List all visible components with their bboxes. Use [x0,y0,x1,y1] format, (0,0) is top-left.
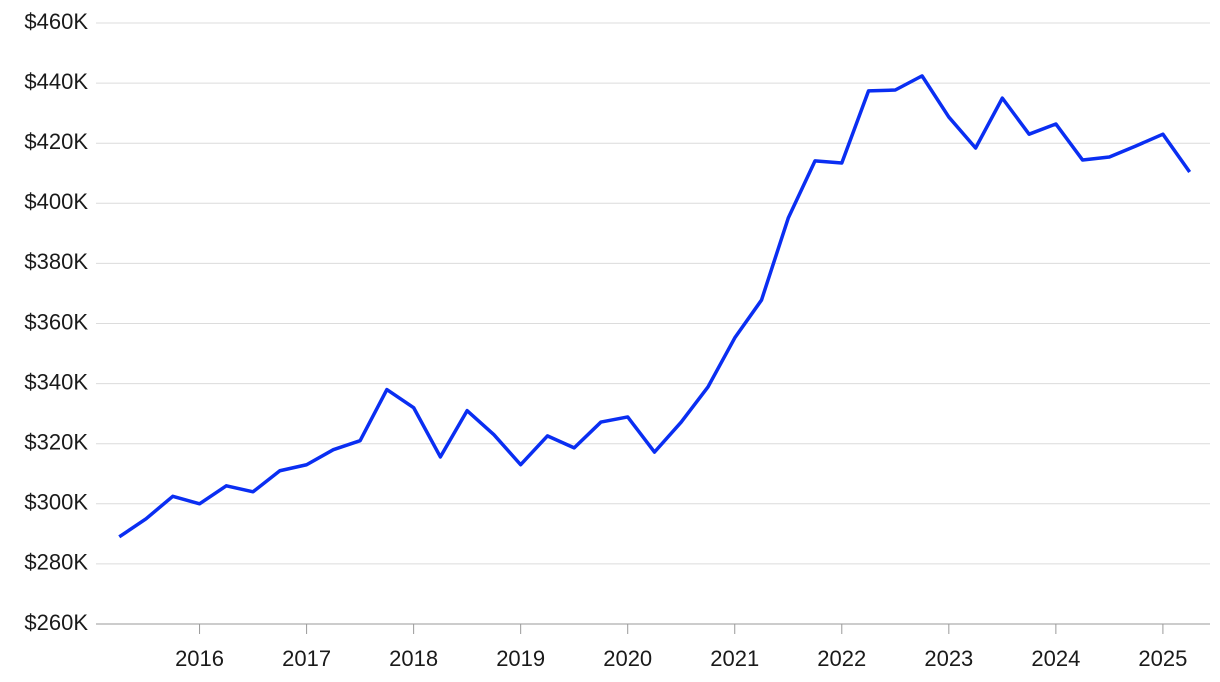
y-tick-label: $420K [24,129,88,154]
x-tick-label: 2021 [710,646,759,671]
y-tick-label: $300K [24,490,88,515]
y-tick-label: $320K [24,430,88,455]
y-tick-label: $260K [24,610,88,635]
data-line [118,74,1192,539]
y-tick-label: $340K [24,369,88,394]
y-tick-label: $280K [24,550,88,575]
x-tick-label: 2019 [496,646,545,671]
x-tick-label: 2025 [1138,646,1187,671]
y-tick-label: $440K [24,69,88,94]
y-tick-label: $400K [24,189,88,214]
y-tick-label: $360K [24,309,88,334]
x-tick-label: 2022 [817,646,866,671]
x-tick-label: 2016 [175,646,224,671]
x-tick-label: 2020 [603,646,652,671]
x-tick-label: 2018 [389,646,438,671]
y-tick-label: $380K [24,249,88,274]
y-tick-label: $460K [24,9,88,34]
x-tick-label: 2023 [924,646,973,671]
x-tick-label: 2017 [282,646,331,671]
x-tick-label: 2024 [1031,646,1080,671]
